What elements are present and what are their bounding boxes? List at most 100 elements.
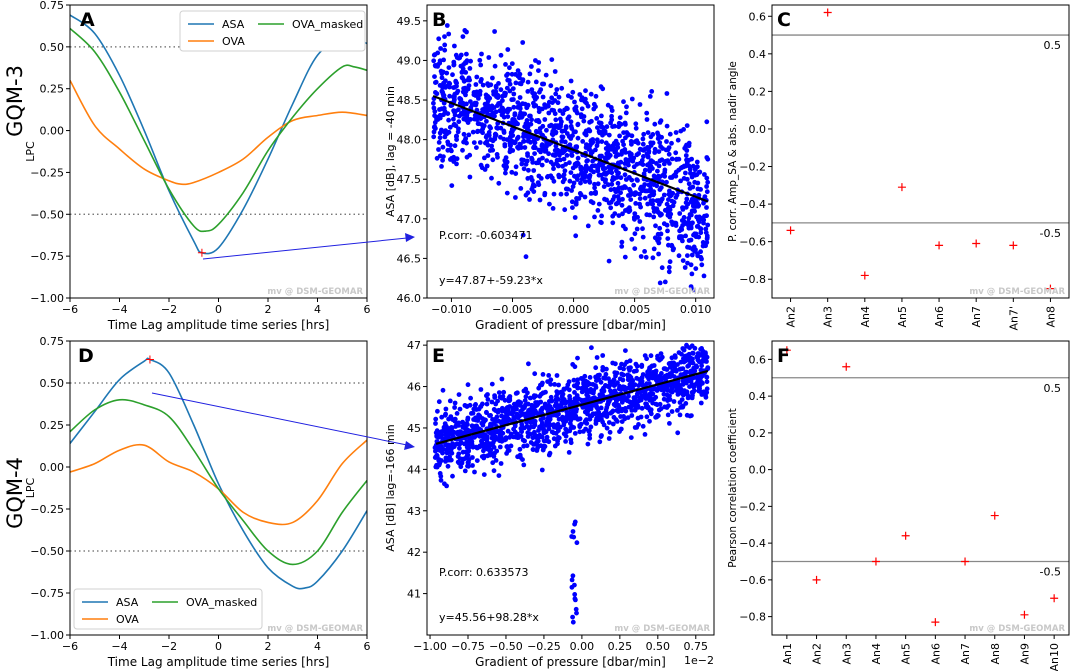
y-tick-label: 0.2: [749, 427, 767, 440]
scatter-point: [504, 85, 510, 91]
scatter-point: [622, 254, 628, 260]
scatter-point: [524, 118, 530, 123]
scatter-point: [688, 223, 694, 229]
y-tick-label: 0.00: [40, 125, 65, 138]
scatter-point: [573, 233, 579, 239]
scatter-point: [525, 89, 531, 94]
scatter-point: [575, 385, 580, 391]
scatter-point: [587, 428, 592, 433]
scatter-point: [584, 158, 590, 164]
scatter-point: [470, 410, 476, 416]
scatter-point: [550, 206, 556, 211]
scatter-point: [640, 136, 646, 142]
scatter-point: [689, 271, 695, 277]
scatter-point: [686, 215, 692, 221]
scatter-point: [538, 417, 544, 423]
scatter-point: [666, 151, 672, 157]
scatter-point: [623, 135, 628, 141]
scatter-point: [570, 619, 576, 625]
scatter-point: [678, 372, 684, 378]
scatter-point: [567, 160, 572, 166]
scatter-point: [454, 411, 460, 416]
axes-frame: [426, 4, 715, 299]
scatter-point: [685, 158, 691, 164]
y-tick-label: −0.8: [739, 273, 766, 286]
scatter-point: [642, 167, 648, 173]
y-tick-label: 0.75: [40, 335, 65, 348]
scatter-point: [652, 121, 658, 127]
scatter-point: [449, 148, 454, 154]
scatter-point: [570, 165, 576, 171]
scatter-point: [554, 373, 560, 378]
scatter-point: [546, 373, 552, 378]
scatter-point: [564, 191, 569, 197]
y-tick-label: 0.50: [40, 41, 65, 54]
scatter-point: [498, 52, 504, 58]
scatter-point: [572, 364, 578, 370]
scatter-point: [607, 429, 613, 435]
arrow-d-to-e-head: [404, 441, 415, 450]
x-tick-label: An5: [896, 306, 909, 328]
scatter-point: [652, 150, 658, 155]
legend-label: ASA: [116, 596, 139, 609]
y-axis-label: ASA [dB], lag = -40 min: [384, 86, 397, 217]
scatter-point: [648, 407, 654, 413]
scatter-point: [504, 444, 510, 450]
x-axis-label: Gradient of pressure [dbar/min]: [475, 655, 666, 669]
scatter-point: [680, 207, 686, 212]
scatter-point: [579, 385, 585, 391]
scatter-point: [682, 378, 687, 383]
scatter-point: [569, 577, 575, 583]
scatter-point: [667, 131, 673, 137]
scatter-point: [705, 222, 711, 228]
scatter-point: [650, 192, 656, 198]
scatter-point: [598, 161, 604, 166]
scatter-point: [639, 184, 644, 190]
scatter-point: [563, 439, 568, 444]
scatter-point: [637, 389, 643, 395]
scatter-point: [641, 154, 646, 159]
scatter-point: [505, 416, 511, 422]
scatter-point: [600, 166, 606, 172]
scatter-point: [431, 58, 437, 64]
scatter-point: [569, 188, 574, 193]
scatter-point: [431, 100, 436, 106]
scatter-point: [552, 111, 558, 117]
scatter-point: [527, 113, 532, 119]
scatter-point: [502, 142, 508, 147]
correlation-marker: [897, 183, 906, 192]
scatter-point: [648, 140, 654, 146]
plot-area: [772, 34, 1069, 224]
scatter-point: [484, 139, 490, 144]
scatter-point: [686, 238, 692, 243]
scatter-point: [628, 197, 634, 203]
scatter-point: [607, 153, 613, 158]
regression-line: [435, 369, 709, 445]
scatter-point: [543, 72, 549, 78]
scatter-point: [581, 429, 586, 434]
scatter-point: [655, 413, 660, 418]
scatter-point: [462, 91, 468, 96]
scatter-point: [656, 149, 662, 155]
scatter-point: [663, 147, 669, 153]
arrow-d-to-e: [151, 392, 408, 446]
scatter-point: [593, 365, 599, 371]
scatter-point: [684, 142, 689, 148]
scatter-point: [484, 105, 490, 111]
scatter-point: [444, 23, 450, 28]
scatter-point: [629, 413, 635, 418]
scatter-point: [616, 213, 622, 219]
x-tick-label: −2: [161, 303, 177, 316]
scatter-point: [587, 413, 593, 419]
scatter-point: [496, 473, 502, 478]
scatter-point: [456, 119, 462, 125]
x-tick-label: An3: [840, 643, 853, 665]
scatter-point: [587, 432, 593, 438]
scatter-point: [680, 223, 685, 228]
scatter-point: [560, 134, 566, 140]
scatter-point: [639, 362, 645, 368]
scatter-point: [503, 62, 508, 67]
scatter-point: [669, 156, 675, 162]
scatter-point: [433, 80, 438, 85]
scatter-point: [619, 399, 625, 405]
